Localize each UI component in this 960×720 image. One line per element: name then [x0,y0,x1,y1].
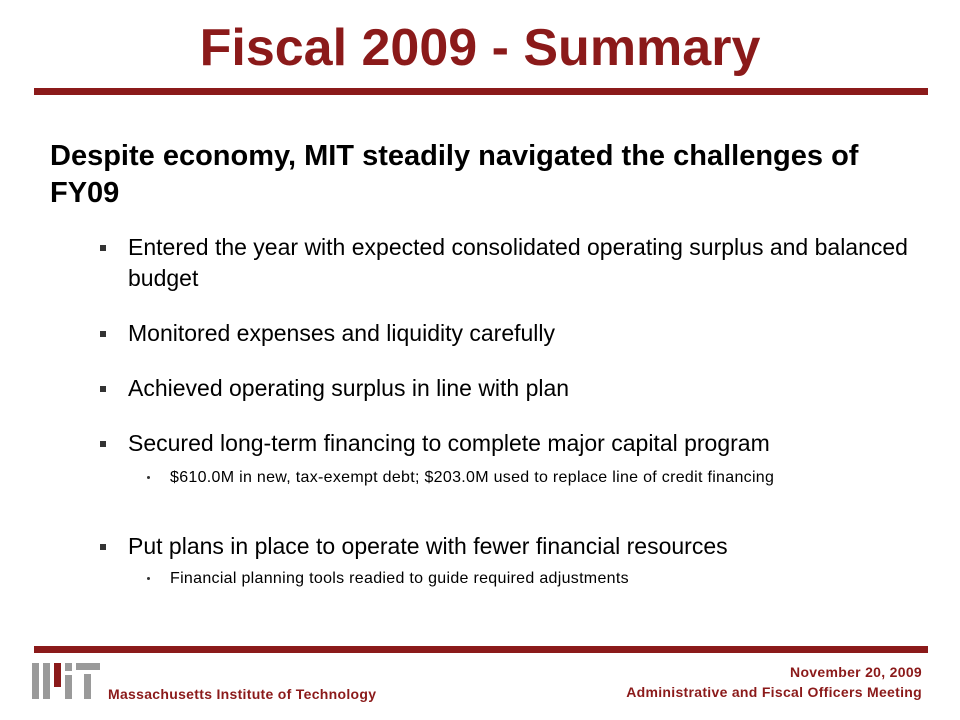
title-rule [34,88,928,95]
dot-bullet-icon [147,577,150,580]
slide-title: Fiscal 2009 - Summary [199,19,761,77]
slide-heading: Despite economy, MIT steadily navigated … [50,140,859,209]
square-bullet-icon [100,386,106,392]
organization-name: Massachusetts Institute of Technology [108,686,377,702]
meeting-date: November 20, 2009 [790,664,922,680]
bullet-text: Put plans in place to operate with fewer… [128,533,728,559]
footer-rule [34,646,928,653]
bullet-text: Achieved operating surplus in line with … [128,375,570,401]
bullet-text: Secured long-term financing to complete … [128,430,770,456]
meeting-name: Administrative and Fiscal Officers Meeti… [626,684,922,700]
square-bullet-icon [100,245,106,251]
sub-bullet-text: Financial planning tools readied to guid… [170,570,629,587]
mit-logo [32,663,100,699]
square-bullet-icon [100,441,106,447]
bullet-text: Entered the year with expected consolida… [128,234,908,291]
square-bullet-icon [100,544,106,550]
dot-bullet-icon [147,476,150,479]
square-bullet-icon [100,331,106,337]
bullet-text: Monitored expenses and liquidity careful… [128,320,556,346]
sub-bullet-text: $610.0M in new, tax-exempt debt; $203.0M… [170,469,775,486]
